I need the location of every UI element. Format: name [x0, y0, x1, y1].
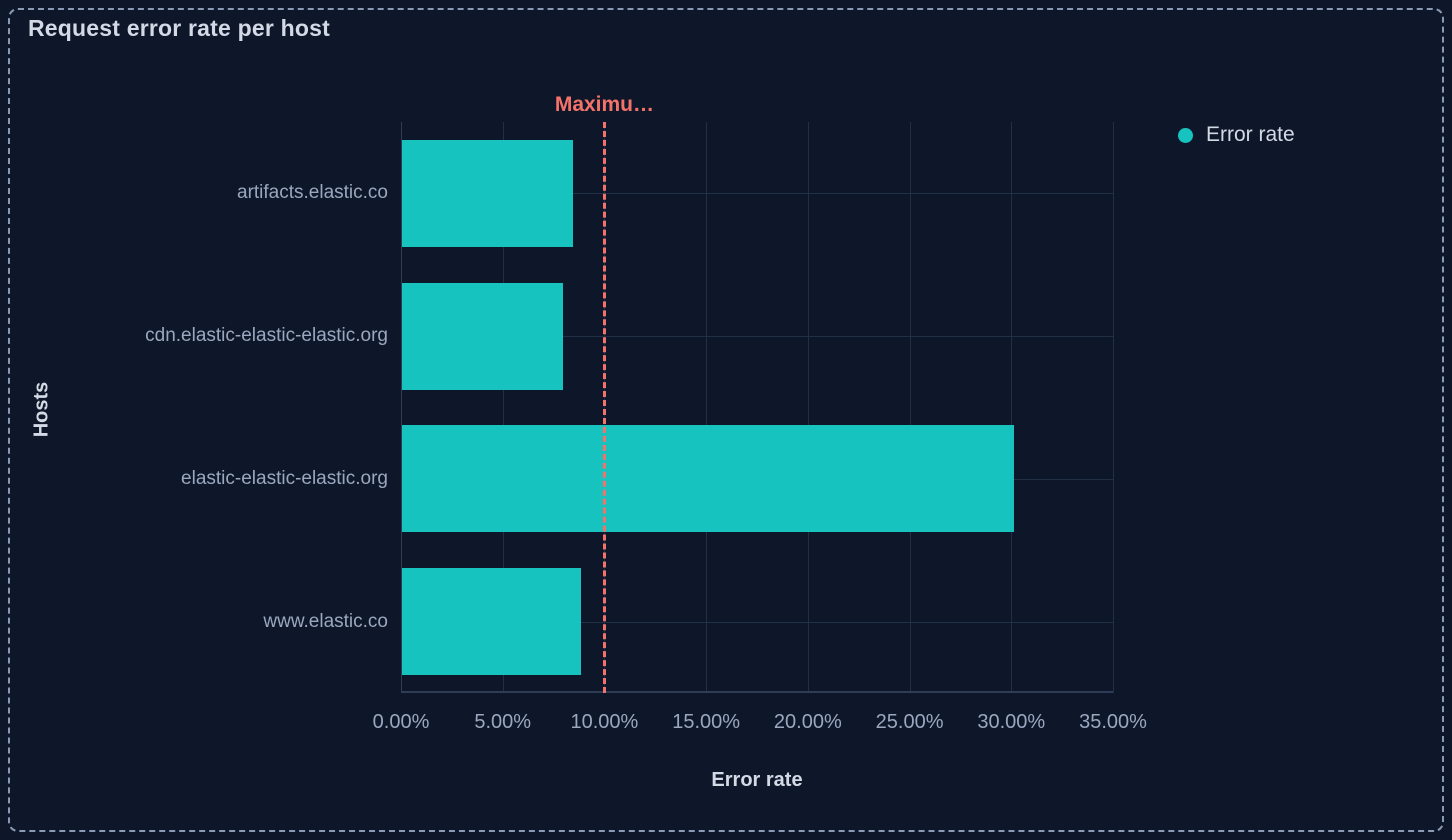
- y-axis-title: Hosts: [30, 381, 53, 438]
- x-axis-tick-label: 30.00%: [977, 711, 1046, 733]
- chart-title: Request error rate per host: [28, 15, 330, 41]
- horizontal-gridline: [401, 193, 1113, 195]
- y-axis-labels: artifacts.elastic.co cdn.elastic-elastic-…: [80, 122, 388, 693]
- legend-swatch-icon: [1178, 127, 1193, 143]
- threshold-line: [602, 122, 606, 693]
- y-axis-label: elastic-elastic-elastic.org: [181, 467, 388, 489]
- x-axis-tick-label: 25.00%: [875, 711, 944, 733]
- x-axis-tick-label: 20.00%: [773, 711, 842, 733]
- horizontal-gridline: [401, 336, 1113, 338]
- horizontal-gridline: [401, 621, 1113, 623]
- legend-label: Error rate: [1206, 123, 1295, 146]
- threshold-label: Maximu…: [554, 93, 655, 116]
- x-axis-title: Error rate: [711, 769, 803, 791]
- vertical-gridline: [807, 122, 809, 693]
- legend-item-error-rate[interactable]: Error rate: [1178, 123, 1295, 147]
- x-axis-labels: 0.00% 5.00% 10.00% 15.00% 20.00% 25.00% 30.00%…: [373, 711, 1147, 737]
- bar-artifacts.elastic.co[interactable]: [402, 139, 573, 247]
- vertical-gridline: [706, 122, 708, 693]
- legend: Error rate: [1178, 123, 1295, 147]
- y-axis-label: www.elastic.co: [263, 610, 388, 632]
- y-axis-label: cdn.elastic-elastic-elastic.org: [145, 325, 388, 347]
- x-axis-tick-label: 10.00%: [570, 711, 639, 733]
- bar-elastic-elastic-elastic.org[interactable]: [402, 425, 1015, 533]
- vertical-gridline: [502, 122, 504, 693]
- x-axis-tick-label: 15.00%: [672, 711, 741, 733]
- x-axis-tick-label: 0.00%: [372, 711, 430, 733]
- x-axis-tick-label: 35.00%: [1079, 711, 1147, 733]
- y-axis-label: artifacts.elastic.co: [237, 182, 388, 204]
- bar-cdn.elastic-elastic-elastic.org[interactable]: [402, 282, 563, 390]
- y-axis-line: [401, 122, 402, 693]
- x-axis-line: [401, 691, 1113, 693]
- bar-www.elastic.co[interactable]: [402, 568, 582, 676]
- x-axis-tick-label: 5.00%: [474, 711, 532, 733]
- vertical-gridline: [909, 122, 911, 693]
- plot-area: [401, 122, 1114, 693]
- vertical-gridline: [1011, 122, 1013, 693]
- vertical-gridline: [1113, 122, 1114, 693]
